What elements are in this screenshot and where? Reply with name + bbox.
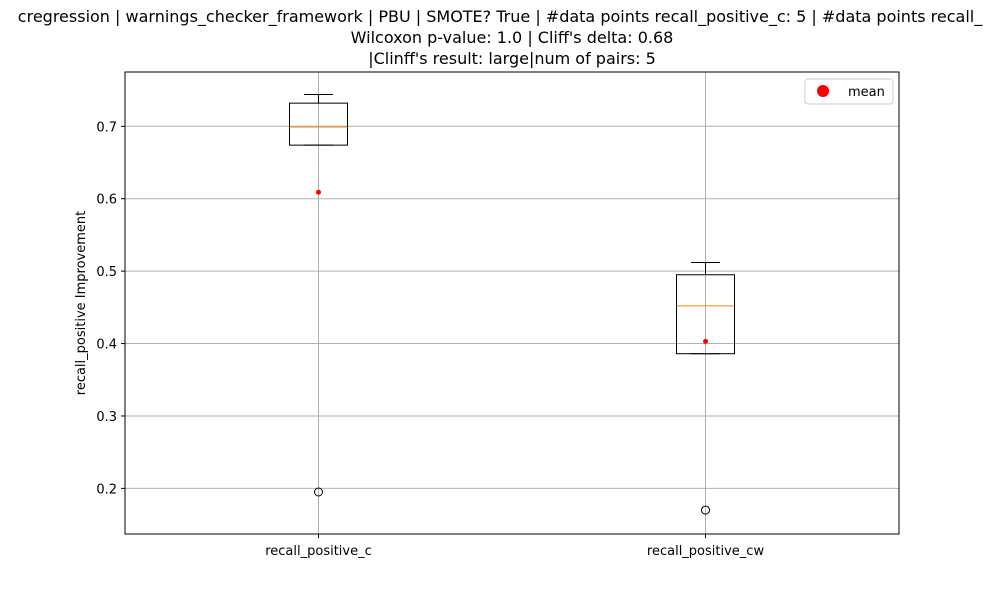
box-recall_positive_cw bbox=[676, 261, 735, 515]
legend-mean-label: mean bbox=[848, 85, 885, 100]
x-tick-label: recall_positive_c bbox=[265, 544, 372, 559]
y-tick-label: 0.7 bbox=[96, 120, 117, 135]
chart-title-line-1: cregression | warnings_checker_framework… bbox=[18, 7, 983, 27]
box-recall_positive_c bbox=[289, 93, 348, 497]
box-iqr bbox=[289, 102, 348, 146]
y-tick-label: 0.4 bbox=[96, 338, 117, 353]
legend: mean bbox=[804, 78, 894, 105]
plot-frame bbox=[124, 71, 900, 535]
outlier-point bbox=[701, 505, 710, 515]
outlier-point bbox=[314, 487, 323, 497]
chart-title-line-2: Wilcoxon p-value: 1.0 | Cliff's delta: 0… bbox=[351, 28, 674, 47]
mean-point bbox=[703, 338, 708, 344]
x-tick-label: recall_positive_cw bbox=[647, 544, 765, 559]
y-tick-label: 0.2 bbox=[96, 482, 117, 497]
legend-mean-marker bbox=[817, 85, 829, 97]
chart-title-line-3: |Clinff's result: large|num of pairs: 5 bbox=[368, 49, 656, 68]
axes bbox=[121, 71, 900, 538]
grid-lines bbox=[125, 72, 899, 534]
y-tick-label: 0.6 bbox=[96, 193, 117, 208]
legend-frame bbox=[804, 78, 894, 105]
y-tick-label: 0.5 bbox=[96, 265, 117, 280]
y-axis-label: recall_positive Improvement bbox=[74, 211, 89, 395]
box-iqr bbox=[676, 274, 735, 355]
y-tick-label: 0.3 bbox=[96, 410, 117, 425]
mean-point bbox=[316, 189, 321, 195]
tick-labels: 0.2 0.3 0.4 0.5 0.6 0.7 recall_positive_c recal… bbox=[96, 120, 764, 559]
boxes bbox=[289, 93, 735, 515]
